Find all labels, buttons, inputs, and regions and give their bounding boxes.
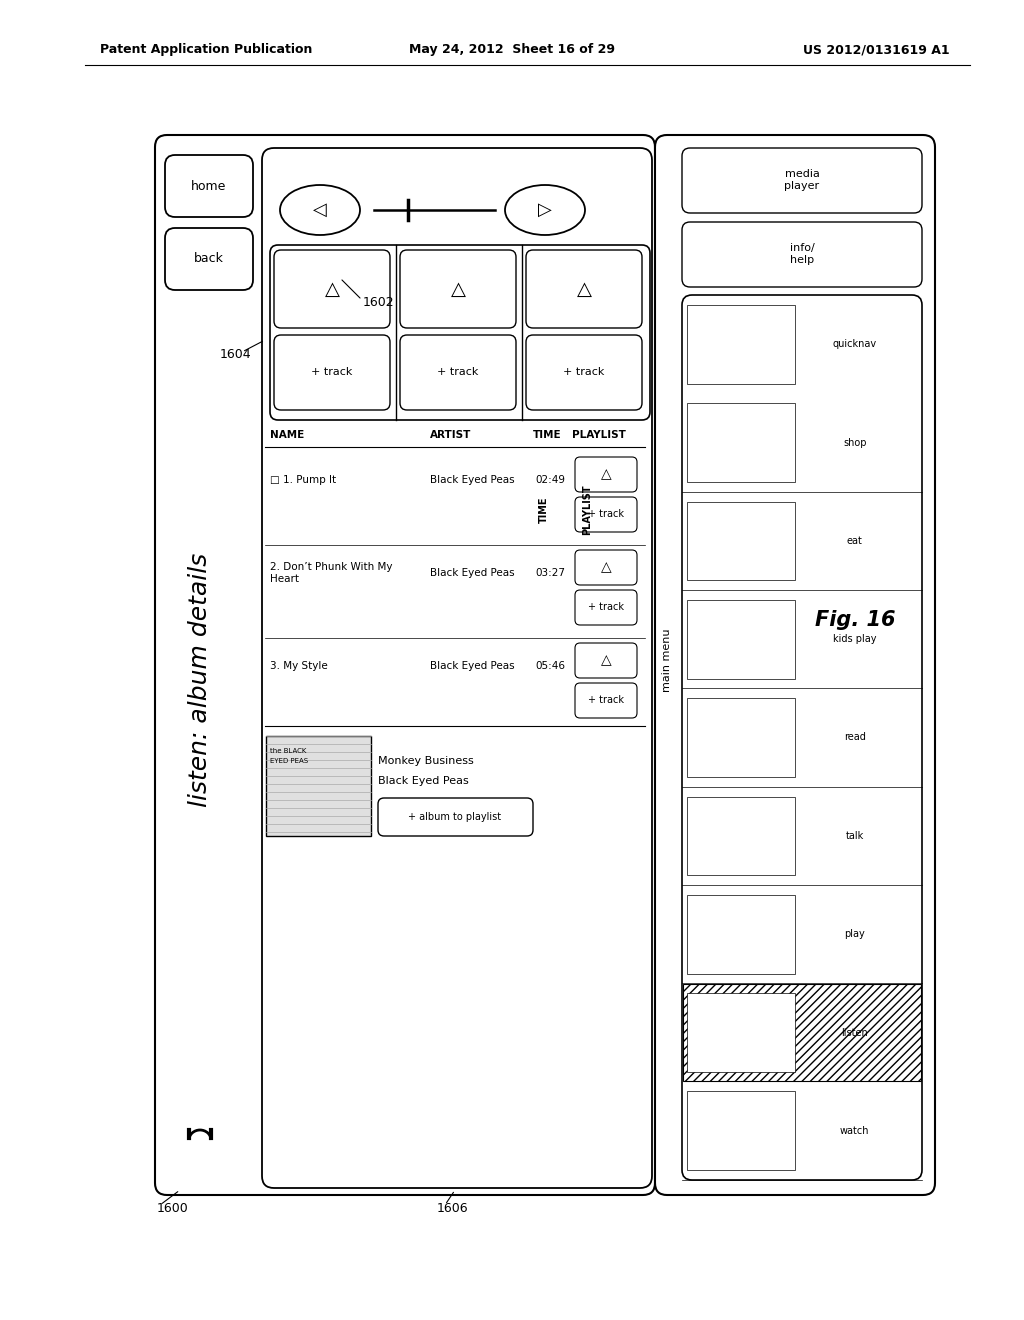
FancyBboxPatch shape bbox=[682, 222, 922, 286]
FancyBboxPatch shape bbox=[526, 249, 642, 327]
FancyBboxPatch shape bbox=[682, 294, 922, 1180]
Bar bbox=[266, 737, 371, 836]
Text: media
player: media player bbox=[784, 169, 819, 191]
Bar bbox=[687, 698, 795, 777]
Bar bbox=[687, 305, 795, 384]
Text: info/
help: info/ help bbox=[790, 243, 814, 265]
Text: PLAYLIST: PLAYLIST bbox=[572, 430, 626, 440]
Bar bbox=[687, 403, 795, 482]
FancyBboxPatch shape bbox=[378, 799, 534, 836]
FancyBboxPatch shape bbox=[165, 228, 253, 290]
Text: 1600: 1600 bbox=[157, 1201, 188, 1214]
FancyBboxPatch shape bbox=[400, 335, 516, 411]
FancyBboxPatch shape bbox=[274, 249, 390, 327]
Text: listen: album details: listen: album details bbox=[188, 553, 212, 807]
Text: + track: + track bbox=[437, 367, 478, 378]
Text: + track: + track bbox=[311, 367, 352, 378]
FancyBboxPatch shape bbox=[575, 682, 637, 718]
Text: 02:49: 02:49 bbox=[535, 475, 565, 484]
Text: Fig. 16: Fig. 16 bbox=[815, 610, 895, 630]
Text: + track: + track bbox=[588, 602, 624, 612]
Text: PLAYLIST: PLAYLIST bbox=[582, 484, 592, 536]
Text: + album to playlist: + album to playlist bbox=[409, 812, 502, 822]
Text: Patent Application Publication: Patent Application Publication bbox=[100, 44, 312, 57]
Text: □ 1. Pump It: □ 1. Pump It bbox=[270, 475, 336, 484]
FancyBboxPatch shape bbox=[270, 246, 650, 420]
Bar bbox=[687, 796, 795, 875]
FancyBboxPatch shape bbox=[165, 154, 253, 216]
Text: TIME: TIME bbox=[534, 430, 561, 440]
FancyBboxPatch shape bbox=[274, 335, 390, 411]
FancyBboxPatch shape bbox=[575, 643, 637, 678]
Text: talk: talk bbox=[846, 830, 864, 841]
Text: 03:27: 03:27 bbox=[535, 568, 565, 578]
Bar bbox=[687, 1092, 795, 1170]
FancyBboxPatch shape bbox=[575, 590, 637, 624]
Text: 1604: 1604 bbox=[220, 348, 252, 362]
Text: TIME: TIME bbox=[539, 496, 549, 523]
Text: listen: listen bbox=[842, 1027, 868, 1038]
Bar bbox=[687, 599, 795, 678]
Ellipse shape bbox=[505, 185, 585, 235]
Text: back: back bbox=[195, 252, 224, 265]
Text: △: △ bbox=[451, 280, 466, 298]
Text: Black Eyed Peas: Black Eyed Peas bbox=[430, 568, 515, 578]
Text: ▷: ▷ bbox=[538, 201, 552, 219]
FancyBboxPatch shape bbox=[575, 498, 637, 532]
Text: 1606: 1606 bbox=[437, 1201, 469, 1214]
Text: EYED PEAS: EYED PEAS bbox=[270, 758, 308, 764]
Text: + track: + track bbox=[588, 510, 624, 519]
FancyBboxPatch shape bbox=[155, 135, 655, 1195]
Text: △: △ bbox=[325, 280, 340, 298]
Text: US 2012/0131619 A1: US 2012/0131619 A1 bbox=[804, 44, 950, 57]
FancyBboxPatch shape bbox=[262, 148, 652, 1188]
Text: 3. My Style: 3. My Style bbox=[270, 661, 328, 671]
Text: Black Eyed Peas: Black Eyed Peas bbox=[378, 776, 469, 785]
Ellipse shape bbox=[280, 185, 360, 235]
FancyBboxPatch shape bbox=[526, 335, 642, 411]
Text: eat: eat bbox=[847, 536, 863, 546]
Text: Black Eyed Peas: Black Eyed Peas bbox=[430, 475, 515, 484]
Text: watch: watch bbox=[840, 1126, 869, 1135]
Text: △: △ bbox=[601, 560, 611, 574]
Text: Monkey Business: Monkey Business bbox=[378, 756, 474, 766]
Text: play: play bbox=[845, 929, 865, 939]
FancyBboxPatch shape bbox=[655, 135, 935, 1195]
Text: △: △ bbox=[601, 467, 611, 480]
Text: △: △ bbox=[601, 653, 611, 667]
Text: + track: + track bbox=[563, 367, 605, 378]
Text: home: home bbox=[191, 180, 226, 193]
Text: main menu: main menu bbox=[662, 628, 672, 692]
Text: May 24, 2012  Sheet 16 of 29: May 24, 2012 Sheet 16 of 29 bbox=[409, 44, 615, 57]
Text: △: △ bbox=[577, 280, 592, 298]
Text: 2. Don’t Phunk With My
Heart: 2. Don’t Phunk With My Heart bbox=[270, 562, 392, 583]
Bar bbox=[687, 502, 795, 581]
Text: Black Eyed Peas: Black Eyed Peas bbox=[430, 661, 515, 671]
Text: quicknav: quicknav bbox=[833, 339, 877, 350]
Text: NAME: NAME bbox=[270, 430, 304, 440]
Bar bbox=[687, 993, 795, 1072]
Text: 05:46: 05:46 bbox=[535, 661, 565, 671]
Text: kids play: kids play bbox=[834, 634, 877, 644]
Text: ARTIST: ARTIST bbox=[430, 430, 471, 440]
Text: read: read bbox=[844, 733, 865, 742]
Text: 1602: 1602 bbox=[362, 296, 394, 309]
Text: ◁: ◁ bbox=[313, 201, 327, 219]
Text: shop: shop bbox=[843, 437, 866, 447]
Bar bbox=[687, 895, 795, 974]
FancyBboxPatch shape bbox=[575, 550, 637, 585]
FancyBboxPatch shape bbox=[682, 148, 922, 213]
Bar bbox=[683, 985, 921, 1081]
FancyBboxPatch shape bbox=[400, 249, 516, 327]
Text: + track: + track bbox=[588, 696, 624, 705]
Text: the BLACK: the BLACK bbox=[270, 748, 306, 754]
FancyBboxPatch shape bbox=[575, 457, 637, 492]
